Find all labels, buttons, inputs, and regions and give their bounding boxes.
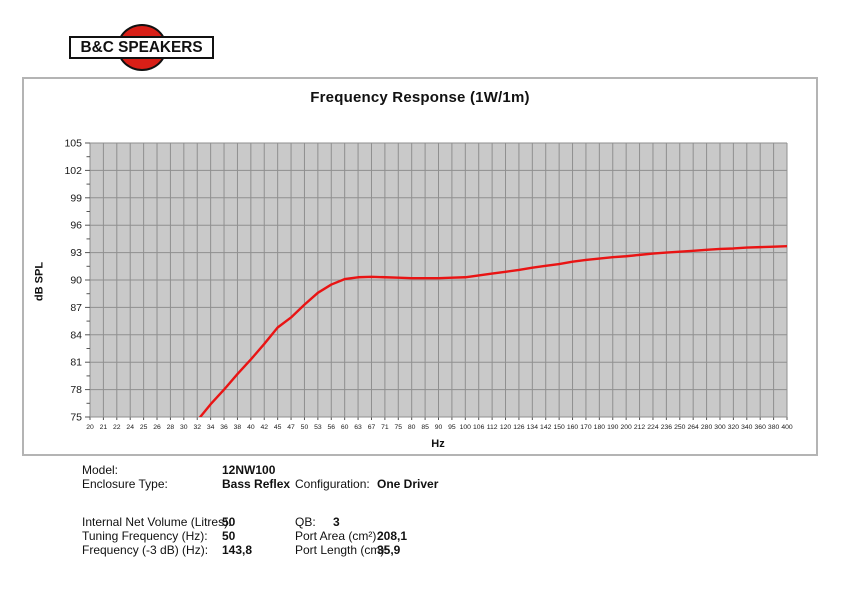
spec-row: Internal Net Volume (Litres):50 QB: 3 [82,515,438,529]
x-tick-label: 160 [567,424,579,431]
x-tick-label: 120 [500,424,512,431]
spec-group-gap [82,491,438,515]
x-tick-label: 340 [741,424,753,431]
spec-value: 208,1 [377,529,408,543]
spec-value: 12NW100 [222,463,276,477]
frequency-response-chart: 20 21 22 24 25 26 28 30 32 34 36 38 40 42 45 47 50 53 56 60… [64,138,793,432]
x-tick-label: 200 [620,424,632,431]
bc-speakers-logo: B&C SPEAKERS [66,18,220,71]
y-tick-label: 99 [70,192,82,204]
spec-row: Tuning Frequency (Hz): 50 Port Area (cm²):… [82,529,438,543]
spec-label: Enclosure Type: [82,477,168,491]
x-tick-label: 24 [126,424,134,431]
spec-label: Internal Net Volume (Litres): [82,515,232,529]
x-tick-label: 20 [86,424,94,431]
x-tick-label: 126 [513,424,525,431]
x-tick-label: 142 [540,424,552,431]
x-tick-label: 30 [180,424,188,431]
x-tick-label: 56 [327,424,335,431]
y-tick-label: 105 [64,138,82,150]
x-tick-label: 264 [688,424,700,431]
x-tick-label: 360 [755,424,767,431]
spec-value: 50 [222,529,236,543]
x-tick-label: 224 [647,424,659,431]
x-tick-label: 250 [674,424,686,431]
spec-label: Tuning Frequency (Hz): [82,529,208,543]
x-tick-label: 100 [460,424,472,431]
x-tick-label: 106 [473,424,485,431]
y-tick-label: 96 [70,220,82,232]
x-tick-label: 190 [607,424,619,431]
spec-value: 35,9 [377,543,401,557]
x-tick-label: 300 [714,424,726,431]
x-tick-label: 32 [193,424,201,431]
x-tick-label: 53 [314,424,322,431]
x-tick-label: 180 [594,424,606,431]
x-tick-label: 34 [207,424,215,431]
spec-value: One Driver [377,477,439,491]
x-tick-label: 236 [661,424,673,431]
chart-title: Frequency Response (1W/1m) [310,89,530,106]
x-tick-label: 47 [287,424,295,431]
x-tick-label: 134 [527,424,539,431]
spec-label: Configuration: [295,477,370,491]
spec-label: Frequency (-3 dB) (Hz): [82,543,209,557]
x-tick-label: 71 [381,424,389,431]
x-tick-label: 50 [301,424,309,431]
spec-value: 143,8 [222,543,253,557]
x-axis-label: Hz [431,438,445,450]
spec-row: Model: 12NW100 [82,463,438,477]
logo-text-bar: B&C SPEAKERS [69,36,214,59]
x-tick-label: 112 [487,424,498,431]
spec-row: Enclosure Type: Bass Reflex Configuration:… [82,477,438,491]
x-tick-label: 42 [260,424,268,431]
x-tick-label: 75 [395,424,403,431]
x-tick-label: 212 [634,424,646,431]
x-tick-label: 26 [153,424,161,431]
spec-label: Model: [82,463,119,477]
x-tick-label: 170 [580,424,592,431]
y-tick-label: 78 [70,384,82,396]
y-tick-label: 90 [70,275,82,287]
y-tick-label: 84 [70,329,82,341]
y-tick-label: 81 [70,357,82,369]
x-tick-label: 63 [354,424,362,431]
x-tick-label: 38 [234,424,242,431]
x-tick-label: 95 [448,424,456,431]
logo-text: B&C SPEAKERS [80,38,203,56]
y-tick-label: 93 [70,247,82,259]
x-tick-label: 380 [768,424,780,431]
y-tick-label: 87 [70,302,82,314]
response-curve [198,245,787,417]
y-tick-label: 75 [70,412,82,424]
x-tick-label: 25 [140,424,148,431]
spec-label: Port Area (cm²): [295,529,380,543]
x-tick-label: 85 [421,424,429,431]
spec-value: 3 [333,515,340,529]
x-tick-label: 80 [408,424,416,431]
x-tick-label: 21 [100,424,108,431]
x-tick-label: 90 [435,424,443,431]
spec-value: Bass Reflex [222,477,291,491]
y-tick-label: 102 [64,165,82,177]
x-tick-label: 45 [274,424,282,431]
enclosure-spec-table: Model: 12NW100 Enclosure Type: Bass Reflex C… [82,463,438,557]
spec-value: 50 [222,515,236,529]
x-tick-label: 22 [113,424,121,431]
spec-label: QB: [295,515,316,529]
frequency-response-panel: Frequency Response (1W/1m) dB SPL 20 21 22… [22,77,818,456]
x-tick-label: 400 [781,424,793,431]
x-tick-label: 67 [368,424,376,431]
x-tick-label: 150 [553,424,565,431]
spec-label: Port Length (cm): [295,543,388,557]
x-tick-label: 320 [728,424,740,431]
x-tick-label: 60 [341,424,349,431]
x-tick-label: 40 [247,424,255,431]
x-tick-label: 36 [220,424,228,431]
x-tick-label: 28 [167,424,175,431]
spec-row: Frequency (-3 dB) (Hz): 143,8 Port Length … [82,543,438,557]
x-tick-label: 280 [701,424,713,431]
